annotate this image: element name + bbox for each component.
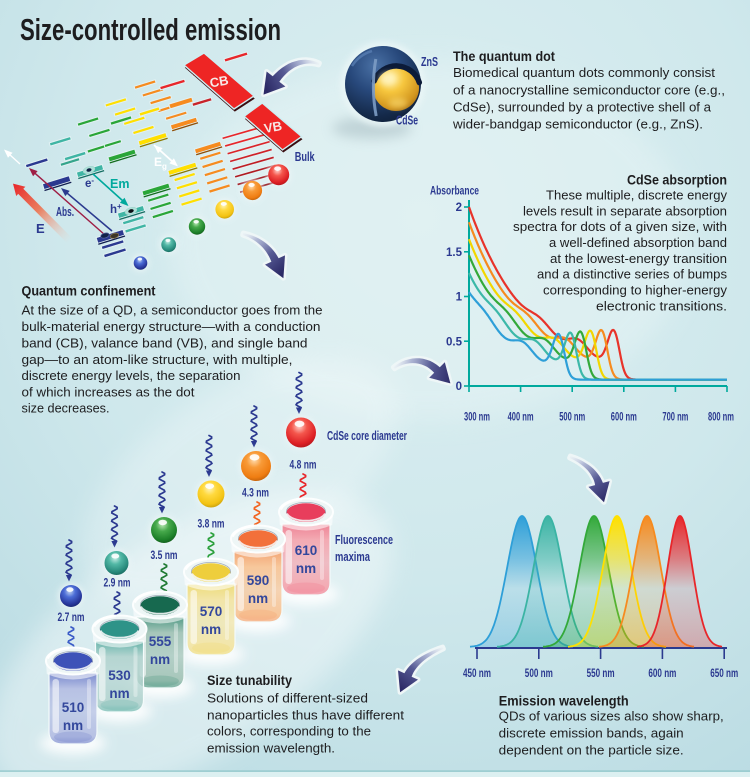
- svg-text:Biomedical quantum dots common: Biomedical quantum dots commonly consist: [453, 65, 715, 80]
- svg-text:nm: nm: [150, 652, 170, 667]
- svg-text:2: 2: [456, 202, 462, 214]
- svg-text:electronic transitions.: electronic transitions.: [596, 298, 727, 313]
- svg-text:Solutions of different-sized: Solutions of different-sized: [207, 691, 368, 706]
- svg-text:510: 510: [62, 700, 85, 715]
- svg-text:0: 0: [456, 381, 462, 393]
- svg-text:wider-bandgap semiconductor (e: wider-bandgap semiconductor (e.g., ZnS).: [452, 117, 703, 132]
- svg-text:CdSe: CdSe: [396, 114, 418, 128]
- svg-text:4.8 nm: 4.8 nm: [290, 458, 317, 472]
- svg-text:0.5: 0.5: [446, 336, 463, 348]
- svg-text:555: 555: [149, 634, 172, 649]
- svg-text:Bulk: Bulk: [295, 149, 316, 164]
- svg-text:at the lowest-energy transitio: at the lowest-energy transition: [550, 251, 727, 266]
- svg-text:nm: nm: [201, 622, 221, 637]
- svg-text:nanoparticles thus have differ: nanoparticles thus have different: [207, 708, 404, 723]
- svg-text:levels result in separate abso: levels result in separate absorption: [523, 203, 727, 218]
- svg-text:E: E: [36, 221, 45, 236]
- svg-text:At the size of a QD, a semicon: At the size of a QD, a semiconductor goe…: [22, 303, 323, 318]
- svg-text:Fluorescence: Fluorescence: [335, 533, 393, 547]
- svg-text:1: 1: [456, 292, 463, 304]
- svg-text:600 nm: 600 nm: [648, 668, 676, 680]
- svg-text:Size tunability: Size tunability: [207, 673, 292, 688]
- svg-text:of a nanocrystalline semicondu: of a nanocrystalline semiconductor core …: [453, 83, 725, 98]
- svg-text:400 nm: 400 nm: [508, 412, 534, 424]
- svg-text:discrete emission bands, again: discrete emission bands, again: [499, 726, 684, 741]
- svg-text:500 nm: 500 nm: [559, 412, 585, 424]
- svg-text:nm: nm: [63, 718, 83, 733]
- svg-text:bulk-material energy structure: bulk-material energy structure—with a co…: [22, 319, 321, 334]
- svg-text:700 nm: 700 nm: [662, 412, 688, 424]
- svg-text:discrete energy levels, the se: discrete energy levels, the separation: [22, 368, 241, 383]
- svg-text:a well-defined absorption band: a well-defined absorption band: [549, 235, 727, 250]
- svg-text:and a distinctive series of bu: and a distinctive series of bumps: [537, 267, 727, 282]
- svg-text:CB: CB: [209, 72, 230, 90]
- svg-text:CdSe core diameter: CdSe core diameter: [327, 429, 407, 443]
- svg-text:450 nm: 450 nm: [463, 668, 491, 680]
- svg-text:3.5 nm: 3.5 nm: [151, 548, 178, 562]
- svg-text:2.9 nm: 2.9 nm: [104, 576, 131, 590]
- svg-text:2.7 nm: 2.7 nm: [58, 610, 85, 624]
- svg-text:dependent on the particle size: dependent on the particle size.: [499, 743, 684, 758]
- svg-text:4.3 nm: 4.3 nm: [242, 486, 269, 500]
- svg-text:gap—to an atom-like structure,: gap—to an atom-like structure, with mult…: [22, 352, 293, 367]
- svg-text:530: 530: [108, 668, 131, 683]
- svg-text:650 nm: 650 nm: [710, 668, 738, 680]
- svg-text:Size-controlled emission: Size-controlled emission: [20, 12, 281, 47]
- svg-text:600 nm: 600 nm: [611, 412, 637, 424]
- svg-text:610: 610: [295, 543, 318, 558]
- svg-text:spectra for dots of a given si: spectra for dots of a given size, with: [513, 219, 727, 234]
- svg-text:nm: nm: [109, 686, 129, 701]
- svg-text:Quantum confinement: Quantum confinement: [22, 284, 156, 299]
- svg-text:ZnS: ZnS: [421, 55, 438, 69]
- svg-text:emission wavelength.: emission wavelength.: [207, 741, 335, 756]
- svg-text:QDs of various sizes also show: QDs of various sizes also show sharp,: [499, 709, 724, 724]
- svg-text:550 nm: 550 nm: [587, 668, 615, 680]
- svg-text:e-: e-: [85, 176, 94, 190]
- svg-text:The quantum dot: The quantum dot: [453, 49, 555, 64]
- svg-text:Em: Em: [110, 177, 129, 191]
- svg-text:size decreases.: size decreases.: [22, 400, 110, 415]
- svg-text:Abs.: Abs.: [56, 204, 74, 219]
- svg-text:corresponding to higher-energy: corresponding to higher-energy: [543, 283, 728, 298]
- svg-text:maxima: maxima: [335, 550, 371, 564]
- svg-text:3.8 nm: 3.8 nm: [198, 517, 225, 531]
- svg-text:300 nm: 300 nm: [464, 412, 490, 424]
- svg-text:band (CB), valance band (VB),: band (CB), valance band (VB), and single…: [22, 335, 308, 350]
- svg-text:nm: nm: [296, 561, 316, 576]
- svg-text:of which increases as the dot: of which increases as the dot: [22, 384, 195, 399]
- svg-text:590: 590: [247, 573, 270, 588]
- svg-text:1.5: 1.5: [446, 247, 463, 259]
- svg-text:These multiple, discrete energ: These multiple, discrete energy: [546, 188, 727, 203]
- svg-text:570: 570: [200, 604, 223, 619]
- svg-text:800 nm: 800 nm: [708, 412, 734, 424]
- svg-text:colors, corresponding to the: colors, corresponding to the: [207, 724, 371, 739]
- svg-text:CdSe), surrounded by a protect: CdSe), surrounded by a protective shell …: [453, 100, 712, 115]
- svg-text:CdSe absorption: CdSe absorption: [627, 173, 727, 188]
- svg-text:VB: VB: [263, 118, 283, 136]
- svg-text:Absorbance: Absorbance: [430, 184, 479, 198]
- svg-text:nm: nm: [248, 591, 268, 606]
- svg-text:500 nm: 500 nm: [525, 668, 553, 680]
- svg-text:Emission wavelength: Emission wavelength: [499, 694, 629, 709]
